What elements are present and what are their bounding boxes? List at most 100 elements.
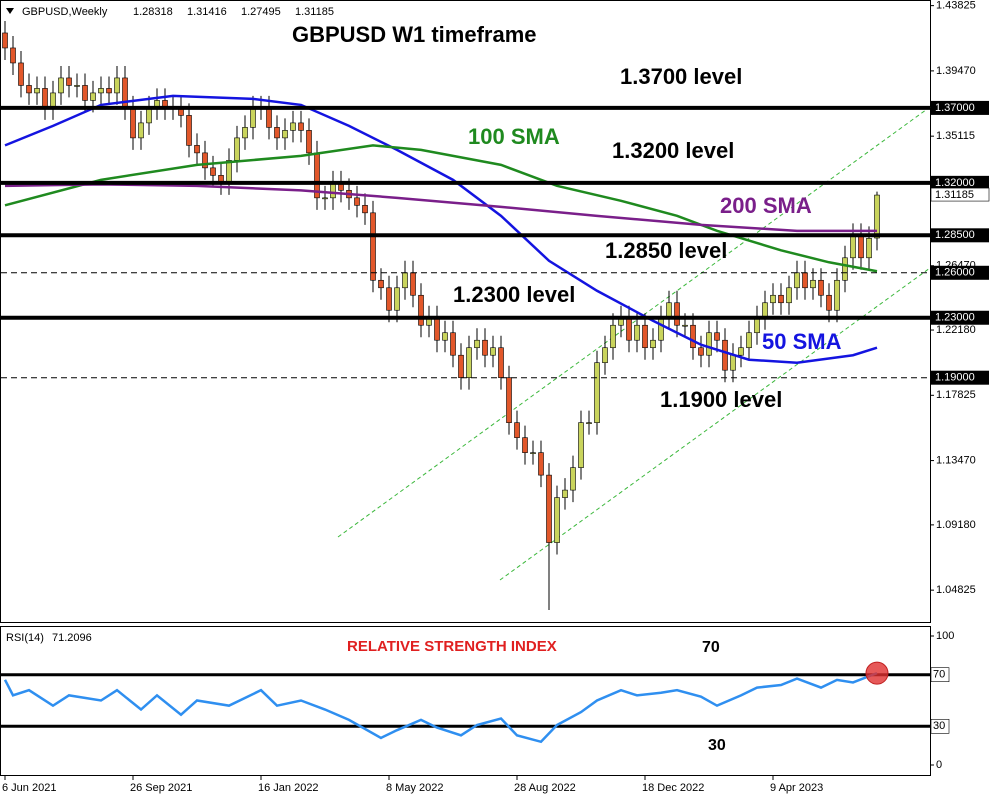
- level-tag-label: 1.32000: [935, 177, 975, 189]
- candle-body: [602, 347, 608, 364]
- candle-body: [794, 272, 800, 289]
- candle-body: [770, 294, 776, 304]
- level-tag: [931, 228, 989, 243]
- candle-body: [442, 332, 448, 341]
- y-tick-label: 1.13470: [936, 454, 976, 466]
- candle-body: [450, 332, 456, 356]
- candle-body: [762, 302, 768, 319]
- level-annotation: 1.3700 level: [620, 64, 742, 89]
- level-tag-label: 1.23000: [935, 312, 975, 324]
- candle-body: [826, 294, 832, 311]
- x-tick-label: 28 Aug 2022: [514, 782, 576, 794]
- candle-body: [402, 272, 408, 289]
- candle-body: [306, 130, 312, 154]
- candle-body: [146, 107, 152, 124]
- candle-body: [370, 212, 376, 281]
- level-annotation: 70: [702, 639, 720, 656]
- sma-line: [4, 144, 878, 273]
- candle-body: [474, 339, 480, 349]
- candle-body: [682, 324, 688, 327]
- candle-body: [282, 130, 288, 139]
- candle-body: [490, 347, 496, 356]
- candle-body: [874, 194, 880, 239]
- candle-body: [634, 324, 640, 341]
- ohlc-close: 1.31185: [295, 6, 334, 18]
- candle-body: [130, 107, 136, 139]
- y-tick-label: 0: [936, 759, 942, 771]
- y-tick-label: 100: [936, 630, 954, 642]
- chart-title: GBPUSD W1 timeframe: [292, 22, 537, 47]
- candle-body: [610, 324, 616, 349]
- candle-body: [410, 272, 416, 296]
- candle-body: [746, 332, 752, 349]
- candle-body: [506, 377, 512, 423]
- sma-line: [4, 183, 877, 233]
- candle-body: [210, 167, 216, 176]
- candle-body: [730, 354, 736, 371]
- ohlc-open: 1.28318: [133, 6, 173, 18]
- candle-body: [498, 347, 504, 378]
- candle-body: [418, 294, 424, 326]
- candle-body: [802, 272, 808, 289]
- candle-body: [226, 160, 232, 184]
- candle-body: [522, 437, 528, 453]
- channel-line: [499, 267, 931, 581]
- candle-body: [658, 317, 664, 341]
- y-tick-label: 1.35115: [936, 130, 975, 142]
- candle-body: [82, 85, 88, 101]
- candle-body: [378, 279, 384, 289]
- candle-body: [834, 279, 840, 311]
- ohlc-high: 1.31416: [187, 6, 227, 18]
- candle-body: [642, 324, 648, 349]
- x-tick-label: 18 Dec 2022: [642, 782, 704, 794]
- sma-label: 200 SMA: [720, 193, 812, 218]
- candle-body: [626, 317, 632, 341]
- sma-label: 100 SMA: [468, 124, 560, 149]
- candle-body: [34, 88, 40, 94]
- level-tag-label: 1.37000: [935, 102, 975, 114]
- candle-body: [58, 77, 64, 94]
- candle-body: [10, 47, 16, 64]
- x-tick-label: 9 Apr 2023: [770, 782, 823, 794]
- candle-body: [98, 88, 104, 94]
- level-tag: [931, 370, 989, 385]
- menu-arrow: [6, 8, 14, 14]
- indicator-name: RSI(14): [6, 632, 44, 644]
- candle-body: [738, 347, 744, 356]
- candle-body: [690, 324, 696, 349]
- level-tag-label: 70: [933, 669, 945, 681]
- candle-body: [714, 332, 720, 341]
- candle-body: [42, 88, 48, 109]
- channel-line: [337, 106, 931, 538]
- candle-body: [754, 317, 760, 334]
- price-tag-label: 1.31185: [935, 189, 974, 201]
- candle-body: [394, 287, 400, 311]
- level-annotation: 1.2300 level: [453, 282, 575, 307]
- candle-body: [722, 339, 728, 371]
- level-annotation: 1.1900 level: [660, 387, 782, 412]
- candle-body: [674, 302, 680, 326]
- candle-body: [706, 332, 712, 356]
- price-tag: [930, 187, 990, 202]
- y-tick-label: 1.09180: [936, 519, 976, 531]
- rsi-panel: [0, 626, 931, 776]
- highlight-marker: [865, 661, 889, 685]
- candle-body: [482, 339, 488, 356]
- candle-body: [538, 452, 544, 476]
- level-tag: [931, 310, 989, 325]
- candle-body: [554, 497, 560, 543]
- candle-body: [50, 92, 56, 109]
- level-tag-label: 1.26000: [935, 267, 975, 279]
- candle-body: [66, 77, 72, 86]
- level-tag-label: 1.28500: [935, 229, 975, 241]
- candle-body: [290, 122, 296, 131]
- candle-body: [186, 115, 192, 146]
- candle-body: [330, 182, 336, 199]
- candle-body: [138, 122, 144, 139]
- level-tag: [930, 667, 950, 683]
- candle-body: [386, 287, 392, 311]
- candle-body: [594, 362, 600, 423]
- level-tag: [930, 718, 950, 734]
- candle-body: [74, 85, 80, 87]
- candle-body: [2, 32, 8, 49]
